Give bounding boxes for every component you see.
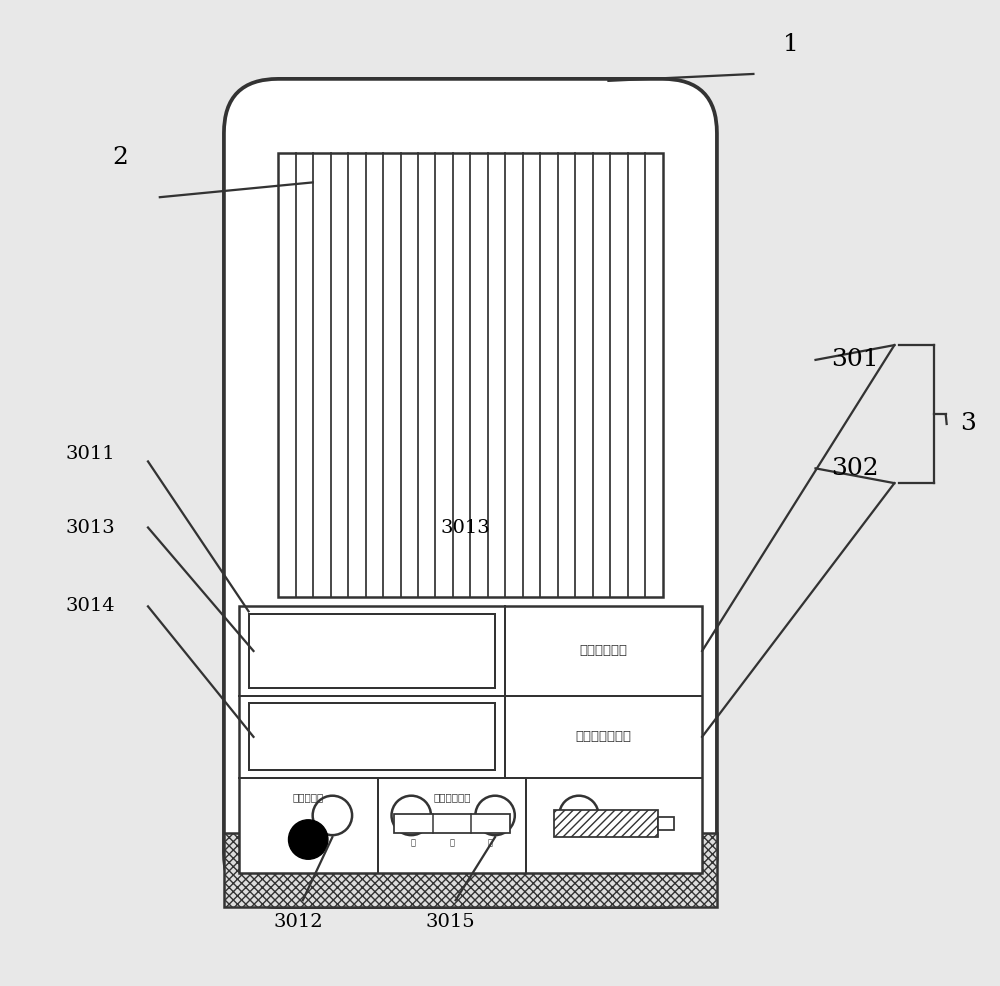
Text: 温度湿度示数: 温度湿度示数 [580,645,628,658]
Text: 3013: 3013 [66,519,116,536]
Text: 2: 2 [112,146,128,170]
Bar [249,703,495,770]
Text: 内外循环灯: 内外循环灯 [293,792,324,802]
Circle shape [289,819,328,859]
Bar [249,614,495,687]
Circle shape [392,796,431,835]
Text: 优: 优 [488,839,493,848]
Text: 1: 1 [783,33,799,56]
Text: 车内空气质量: 车内空气质量 [433,792,471,802]
Bar [278,153,663,597]
Text: 3011: 3011 [66,445,116,462]
Text: 良: 良 [449,839,454,848]
Text: 3015: 3015 [426,913,476,931]
Text: 3014: 3014 [66,598,116,615]
Bar [394,814,510,833]
Text: 302: 302 [831,457,879,480]
Circle shape [559,796,599,835]
Text: 3012: 3012 [273,913,323,931]
Text: 车内负离子含量: 车内负离子含量 [576,731,632,743]
Text: 301: 301 [831,348,879,372]
Text: 3013: 3013 [441,519,490,536]
FancyBboxPatch shape [224,79,717,907]
Circle shape [475,796,515,835]
Bar [239,606,702,873]
Bar [658,816,674,830]
Bar [554,810,658,837]
Text: 差: 差 [411,839,416,848]
Circle shape [313,796,352,835]
Text: 3: 3 [960,412,976,436]
Bar [224,833,717,907]
